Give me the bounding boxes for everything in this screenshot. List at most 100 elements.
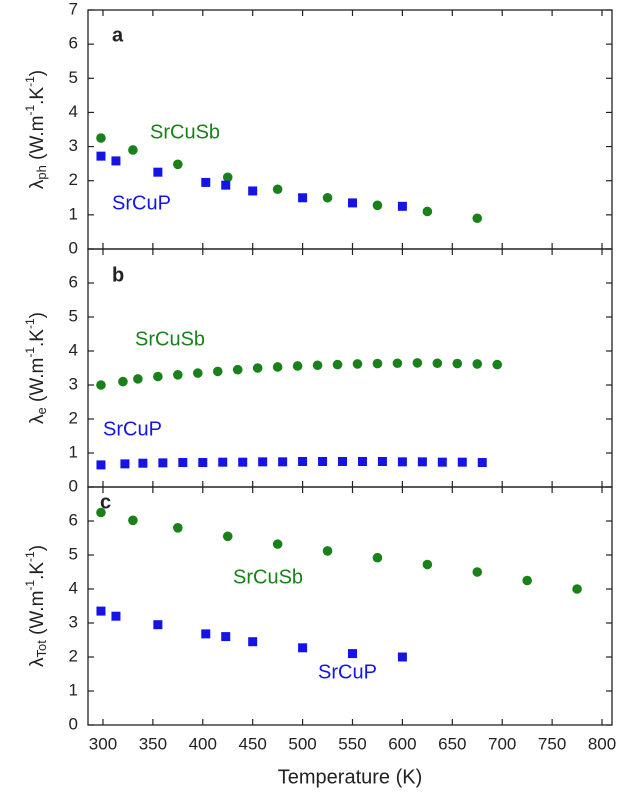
point [347,649,357,659]
point [372,200,383,211]
point [318,457,328,466]
x-tick-label: 800 [588,734,616,753]
point [397,457,407,467]
label-part: .K [27,562,48,580]
y-tick-label: 7 [69,0,78,18]
label-sup: -1 [23,551,37,562]
label-part: .K [27,329,48,347]
y-tick-label: 5 [69,68,78,87]
x-tick-label: 700 [488,734,516,753]
label-part: λ [27,179,48,189]
series-label: SrCuSb [150,121,220,143]
point [120,459,130,469]
point [432,358,443,369]
y-tick-label: 0 [69,238,78,257]
series-label: SrCuP [318,661,377,683]
y-axis-label: λTot (W.m-1.K-1) [23,545,49,667]
label-sup: -1 [23,76,37,87]
point [173,159,183,170]
panel-label: b [112,264,124,286]
point [397,652,407,662]
point [298,193,308,203]
label-sub: e [34,407,49,414]
point [221,180,231,190]
x-axis-label: Temperature (K) [278,766,423,788]
y-tick-label: 4 [69,102,78,121]
point [201,629,211,639]
point [272,362,283,372]
x-tick-label: 500 [288,734,316,753]
point [248,186,258,196]
point [238,457,248,467]
y-tick-label: 4 [69,578,78,597]
point [158,458,168,468]
y-tick-label: 1 [69,442,78,461]
point [392,358,403,369]
point [111,611,121,621]
y-tick-label: 6 [69,272,78,291]
point [272,539,283,549]
point [201,177,211,187]
point [457,457,467,467]
point [96,133,106,143]
point [332,359,343,370]
label-part: .K [27,87,48,105]
point [128,145,138,155]
point [222,172,233,183]
point [173,370,183,380]
point [222,531,233,542]
point [153,167,163,177]
y-tick-label: 2 [69,170,78,189]
point [138,458,148,468]
label-sub: ph [34,165,49,179]
point [258,457,268,467]
point [572,584,582,594]
series-label: SrCuP [103,418,162,440]
point [372,552,383,563]
x-tick-label: 300 [89,734,117,753]
y-tick-label: 0 [69,714,78,733]
point [96,151,106,161]
point [417,457,427,467]
y-tick-label: 5 [69,306,78,325]
label-part: ) [27,545,48,551]
point [118,376,128,387]
point [198,458,208,468]
series-label: SrCuSb [233,566,303,588]
label-part: (W.m [27,358,48,408]
point [252,363,263,373]
point [412,358,423,368]
label-part: λ [27,414,48,424]
y-tick-label: 3 [69,374,78,393]
point [472,567,483,577]
y-axis-label: λph (W.m-1.K-1) [23,70,49,189]
point [352,359,363,369]
label-part: ) [27,312,48,318]
point [133,374,143,384]
y-tick-label: 0 [69,476,78,495]
series-label: SrCuSb [135,328,205,350]
y-tick-label: 2 [69,646,78,665]
point [422,559,433,570]
point [472,213,483,224]
y-tick-label: 1 [69,680,78,699]
label-part: λ [27,657,48,667]
label-sup: -1 [23,318,37,329]
point [357,457,367,466]
x-tick-label: 750 [538,734,566,753]
plot-frame [87,248,613,488]
point [298,643,308,653]
point [128,515,138,526]
point [96,380,106,390]
point [248,637,258,647]
point [522,575,532,586]
point [437,457,447,467]
point [477,458,487,468]
point [96,606,106,616]
label-sup: -1 [23,347,37,358]
y-tick-label: 6 [69,510,78,529]
point [173,523,183,533]
series-label: SrCuP [112,192,171,214]
point [153,620,163,630]
point [292,361,303,371]
